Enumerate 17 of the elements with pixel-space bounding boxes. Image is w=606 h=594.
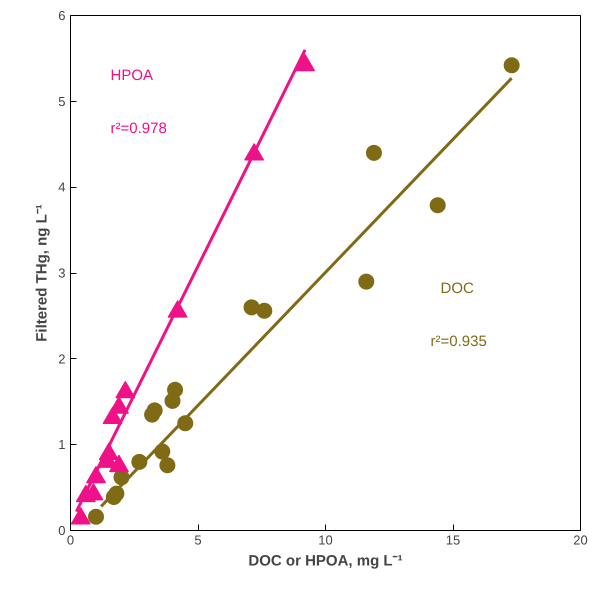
y-tick-label: 1 — [58, 437, 66, 452]
y-tick-label: 4 — [58, 180, 66, 195]
x-tick-label: 15 — [446, 532, 460, 548]
annotation: DOC — [440, 280, 474, 297]
y-tick-label: 2 — [58, 351, 66, 366]
y-tick-label: 3 — [58, 266, 66, 280]
annotation: r²=0.935 — [430, 333, 487, 350]
annotation: HPOA — [110, 67, 154, 84]
y-tick-label: 5 — [58, 94, 66, 109]
x-tick-label: 20 — [573, 532, 588, 548]
x-tick-label: 10 — [318, 532, 333, 548]
y-axis-title: Filtered THg, ng L⁻¹ — [33, 204, 50, 342]
annotation: r²=0.978 — [110, 120, 167, 137]
x-axis-title: DOC or HPOA, mg L⁻¹ — [248, 552, 403, 570]
y-tick-label: 6 — [58, 8, 66, 23]
y-tick-label: 0 — [58, 523, 66, 538]
x-tick-label: 5 — [194, 532, 202, 548]
